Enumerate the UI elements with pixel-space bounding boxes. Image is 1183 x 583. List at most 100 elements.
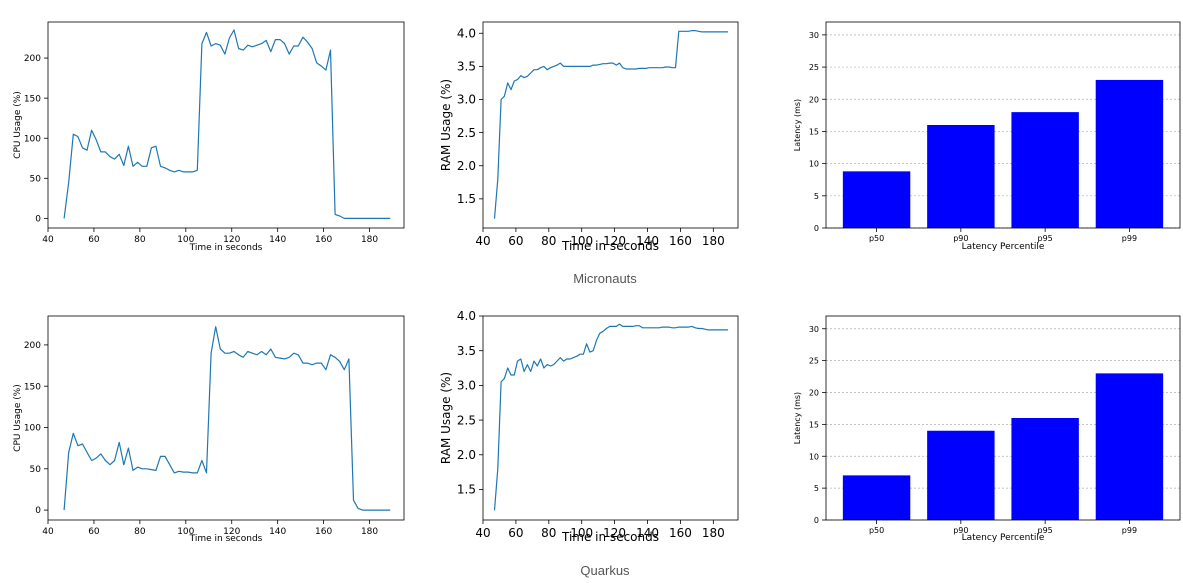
y-tick-label: 0	[35, 215, 41, 225]
y-tick-label: 25	[809, 63, 819, 72]
chart-panel-3: 0 5 10 15 20 25 30 p50 p90 p95 p99 Latency Percenti…	[793, 21, 1181, 252]
y-tick-label: 2.5	[457, 126, 476, 140]
x-tick-label: 60	[88, 235, 100, 245]
y-tick-label: 1.5	[457, 483, 476, 497]
y-tick-label: 4.0	[457, 26, 476, 40]
x-tick-label: 100	[177, 235, 194, 245]
plot-frame	[825, 315, 1181, 521]
x-axis-label: Time in seconds	[561, 239, 659, 253]
plot-frame	[482, 315, 739, 521]
y-axis-label: RAM Usage (%)	[439, 79, 453, 171]
x-tick-label: 60	[508, 234, 523, 248]
bar-p50	[842, 475, 911, 520]
x-tick-label: p95	[1038, 234, 1053, 243]
y-tick-label: 4.0	[457, 309, 476, 323]
y-tick-label: 5	[814, 484, 819, 493]
x-axis-label: Time in seconds	[189, 243, 263, 253]
y-tick-label: 10	[809, 160, 819, 169]
y-tick-label: 200	[24, 341, 41, 351]
x-tick-label: 120	[223, 527, 240, 537]
bar-p90	[927, 125, 995, 228]
x-tick-label: 80	[134, 527, 146, 537]
y-tick-label: 0	[814, 516, 819, 525]
y-tick-label: 5	[814, 192, 819, 201]
bar-p99	[1095, 79, 1164, 228]
x-tick-label: 100	[570, 526, 593, 540]
x-tick-label: 140	[269, 527, 286, 537]
x-axis-label: Latency Percentile	[962, 533, 1045, 543]
y-tick-label: 150	[24, 382, 41, 392]
x-tick-label: 80	[541, 234, 556, 248]
x-tick-label: 140	[269, 235, 286, 245]
x-tick-label: 120	[223, 235, 240, 245]
caption-micronauts: Micronauts	[573, 271, 637, 286]
chart-panel-2: 1.5 2.0 2.5 3.0 3.5 4.0 40 60 80 100 120 140 160 180 T…	[439, 21, 739, 253]
y-tick-label: 100	[24, 134, 41, 144]
y-tick-label: 100	[24, 424, 41, 434]
y-axis-label: CPU Usage (%)	[13, 91, 23, 159]
x-tick-label: 120	[603, 526, 626, 540]
plot-frame	[825, 21, 1181, 229]
y-axis-label: Latency (ms)	[793, 392, 802, 444]
y-tick-label: 0	[35, 506, 41, 516]
series-line	[63, 29, 391, 219]
x-tick-label: 100	[570, 234, 593, 248]
series-line	[493, 323, 729, 511]
bar-p99	[1095, 373, 1164, 520]
x-tick-label: p95	[1038, 526, 1053, 535]
chart-panel-5: 1.5 2.0 2.5 3.0 3.5 4.0 40 60 80 100 120 140 160 180 T…	[439, 309, 739, 544]
x-tick-label: 40	[42, 235, 54, 245]
bar-p90	[927, 430, 995, 520]
x-tick-label: p99	[1122, 234, 1137, 243]
y-axis-label: CPU Usage (%)	[13, 384, 23, 452]
y-tick-label: 30	[809, 31, 819, 40]
series-line	[493, 30, 729, 219]
x-tick-label: 160	[669, 234, 692, 248]
x-tick-label: 60	[88, 527, 100, 537]
y-tick-label: 3.5	[457, 344, 476, 358]
y-tick-label: 0	[814, 224, 819, 233]
plot-frame	[482, 21, 739, 229]
y-tick-label: 3.5	[457, 60, 476, 74]
x-tick-label: 40	[475, 234, 490, 248]
x-axis-label: Time in seconds	[189, 534, 263, 544]
y-tick-label: 3.0	[457, 93, 476, 107]
x-tick-label: 160	[669, 526, 692, 540]
series-line	[63, 326, 391, 511]
bar-p95	[1011, 418, 1079, 520]
x-tick-label: 60	[508, 526, 523, 540]
x-tick-label: 40	[42, 527, 54, 537]
x-axis-label: Time in seconds	[561, 530, 659, 544]
x-tick-label: 80	[134, 235, 146, 245]
y-tick-label: 2.0	[457, 448, 476, 462]
y-tick-label: 1.5	[457, 192, 476, 206]
x-tick-label: 120	[603, 234, 626, 248]
x-tick-label: p50	[869, 234, 884, 243]
y-tick-label: 50	[30, 174, 42, 184]
x-tick-label: 180	[361, 235, 378, 245]
x-tick-label: p90	[953, 526, 968, 535]
bar-p50	[842, 171, 911, 228]
y-tick-label: 25	[809, 357, 819, 366]
chart-panel-1: 0 50 100 150 200 40 60 80 100 120 140 160 180 Time in…	[13, 21, 405, 253]
x-tick-label: 140	[636, 234, 659, 248]
y-tick-label: 30	[809, 325, 819, 334]
y-tick-label: 2.0	[457, 159, 476, 173]
x-tick-label: 140	[636, 526, 659, 540]
y-tick-label: 50	[30, 465, 42, 475]
x-tick-label: 180	[702, 234, 725, 248]
x-tick-label: p90	[953, 234, 968, 243]
y-tick-label: 20	[809, 389, 819, 398]
y-axis-label: Latency (ms)	[793, 99, 802, 151]
x-tick-label: 180	[361, 527, 378, 537]
y-axis-label: RAM Usage (%)	[439, 372, 453, 464]
bar-p95	[1011, 112, 1079, 228]
y-tick-label: 200	[24, 54, 41, 64]
x-axis-label: Latency Percentile	[962, 242, 1045, 252]
y-tick-label: 2.5	[457, 413, 476, 427]
x-tick-label: p99	[1122, 526, 1137, 535]
y-tick-label: 20	[809, 95, 819, 104]
x-tick-label: 160	[315, 235, 332, 245]
y-tick-label: 10	[809, 452, 819, 461]
